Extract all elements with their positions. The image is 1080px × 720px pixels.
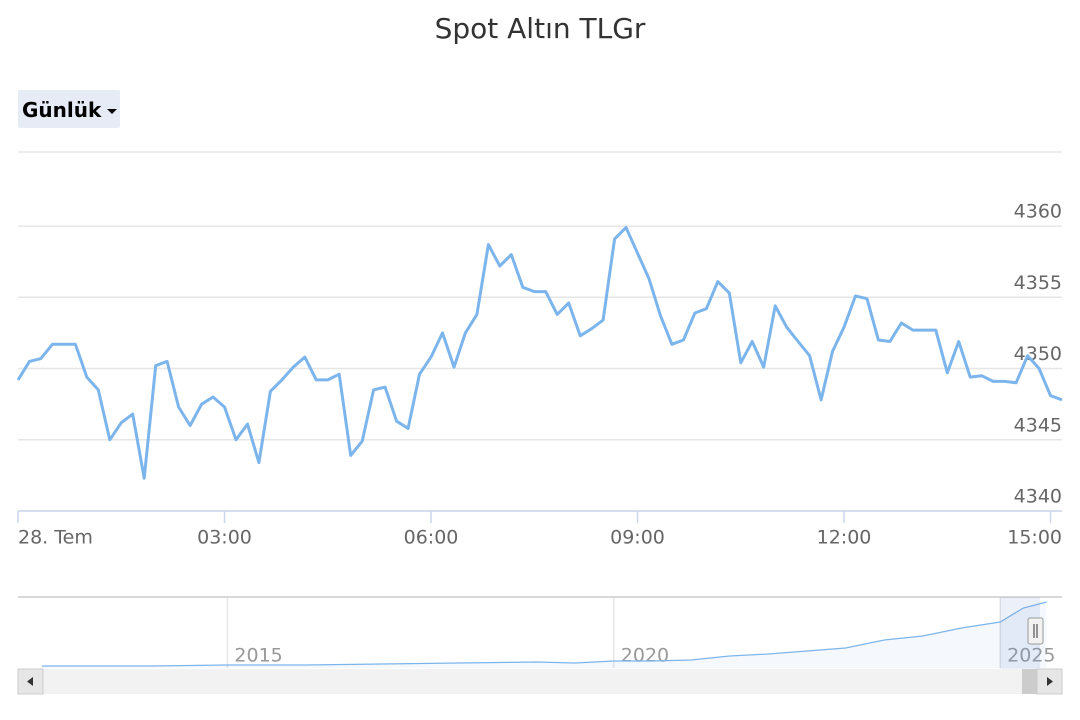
x-tick-label: 03:00	[197, 527, 252, 549]
x-tick-label: 12:00	[817, 527, 872, 549]
navigator-tick-label: 2020	[621, 645, 669, 667]
scroll-right-arrow	[1047, 677, 1053, 686]
x-tick-label: 06:00	[404, 527, 459, 549]
y-tick-label: 4360	[1014, 201, 1062, 223]
scroll-left[interactable]	[17, 668, 44, 695]
navigator-fill	[41, 602, 1047, 668]
range-selector[interactable]: Günlük	[18, 90, 120, 128]
dropdown-arrow	[107, 109, 118, 114]
navigator-frame	[17, 596, 1063, 695]
scroll-left-arrow	[27, 677, 33, 686]
x-tick-label: 09:00	[610, 527, 665, 549]
y-tick-label: 4355	[1014, 272, 1062, 294]
y-tick-label: 4350	[1014, 343, 1062, 365]
x-tick-label: 15:00	[1007, 527, 1062, 549]
price-line	[16, 226, 1063, 480]
navigator-tick-label: 2025	[1007, 645, 1055, 667]
y-tick-label: 4340	[1014, 486, 1062, 508]
navigator-mask	[1000, 597, 1040, 669]
scrollbar-track[interactable]	[18, 669, 1062, 694]
navigator-tick-label: 2015	[234, 645, 282, 667]
chart-title: Spot Altın TLGr	[435, 12, 646, 45]
range-label: Günlük	[22, 98, 102, 122]
x-tick-label: 28. Tem	[18, 527, 93, 549]
scrollbar-thumb[interactable]	[1022, 669, 1037, 694]
y-tick-label: 4345	[1014, 414, 1062, 436]
navigator-line	[42, 601, 1047, 667]
scroll-right[interactable]	[1036, 668, 1063, 695]
navigator-handle[interactable]	[1027, 617, 1044, 645]
